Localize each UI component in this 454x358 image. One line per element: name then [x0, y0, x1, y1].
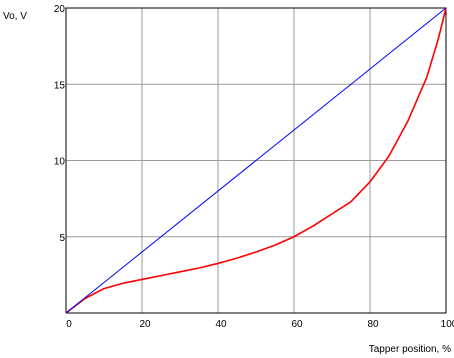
tick-labels: 0 20 40 60 80 100 5 10 15 20	[54, 4, 454, 330]
y-tick-label: 10	[54, 157, 66, 168]
x-tick-label: 40	[215, 319, 227, 330]
y-axis-label: Vo, V	[3, 11, 27, 22]
x-tick-label: 60	[291, 319, 303, 330]
blue-series-line	[65, 7, 447, 314]
y-tick-label: 20	[54, 4, 66, 15]
plot-frame	[65, 7, 447, 314]
x-tick-label: 0	[66, 319, 72, 330]
red-series-line	[65, 7, 447, 314]
x-tick-label: 20	[139, 319, 151, 330]
x-axis-label: Tapper position, %	[369, 344, 451, 355]
y-tick-label: 15	[54, 80, 66, 91]
x-tick-label: 100	[441, 319, 454, 330]
x-tick-label: 80	[367, 319, 379, 330]
series-layer	[65, 7, 447, 314]
y-tick-label: 5	[59, 233, 65, 244]
